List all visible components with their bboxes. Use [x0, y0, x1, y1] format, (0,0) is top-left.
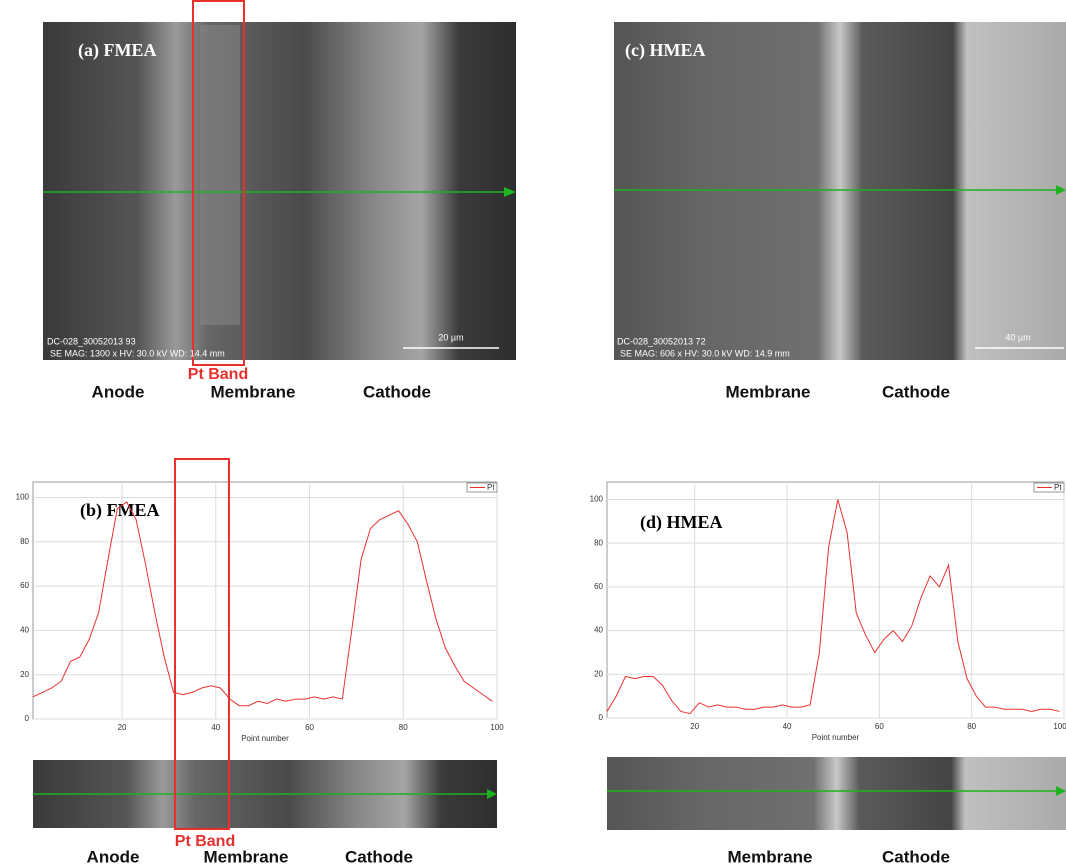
sem-feature — [200, 25, 240, 325]
panel-label: (a) FMEA — [78, 40, 156, 61]
y-tick-label: 0 — [25, 714, 30, 723]
region-label: Anode — [92, 382, 145, 401]
image-info: SE MAG: 1300 x HV: 30.0 kV WD: 14.4 mm — [50, 348, 225, 358]
x-tick-label: 100 — [1053, 722, 1066, 731]
y-tick-label: 20 — [20, 670, 29, 679]
x-tick-label: 80 — [967, 722, 976, 731]
region-label: Cathode — [345, 847, 413, 866]
y-tick-label: 20 — [594, 669, 603, 678]
sem-strip — [607, 757, 1066, 830]
y-tick-label: 40 — [20, 626, 29, 635]
region-label: Cathode — [882, 382, 950, 401]
region-label: Membrane — [210, 382, 295, 401]
x-tick-label: 60 — [305, 723, 314, 732]
x-tick-label: 40 — [211, 723, 220, 732]
y-tick-label: 60 — [20, 581, 29, 590]
x-tick-label: 20 — [118, 723, 127, 732]
x-tick-label: 80 — [399, 723, 408, 732]
figure: (a) FMEA DC-028_30052013 93 SE MAG: 1300… — [0, 0, 1066, 868]
image-info: DC-028_30052013 72 — [617, 336, 706, 346]
sem-image — [614, 22, 1066, 360]
x-tick-label: 20 — [690, 722, 699, 731]
band-label: Pt Band — [188, 366, 248, 383]
chart-title: (d) HMEA — [640, 512, 723, 533]
legend-label: Pt — [487, 483, 495, 492]
region-label: Membrane — [727, 847, 812, 866]
region-label: Anode — [87, 847, 140, 866]
y-tick-label: 80 — [594, 538, 603, 547]
sem-image — [43, 22, 516, 360]
panel-label: (c) HMEA — [625, 40, 705, 61]
x-tick-label: 40 — [783, 722, 792, 731]
y-tick-label: 100 — [16, 493, 30, 502]
region-label: Cathode — [363, 382, 431, 401]
y-tick-label: 0 — [599, 713, 604, 722]
region-label: Membrane — [725, 382, 810, 401]
region-label: Membrane — [203, 847, 288, 866]
x-axis-label: Point number — [812, 733, 860, 742]
x-tick-label: 60 — [875, 722, 884, 731]
y-tick-label: 100 — [590, 495, 604, 504]
y-tick-label: 80 — [20, 537, 29, 546]
scale-label: 20 µm — [438, 332, 463, 342]
legend-label: Pt — [1054, 483, 1062, 492]
y-tick-label: 60 — [594, 582, 603, 591]
image-info: DC-028_30052013 93 — [47, 336, 136, 346]
chart-title: (b) FMEA — [80, 500, 160, 521]
scale-label: 40 µm — [1005, 332, 1030, 342]
x-axis-label: Point number — [241, 734, 289, 743]
y-tick-label: 40 — [594, 626, 603, 635]
region-label: Cathode — [882, 847, 950, 866]
x-tick-label: 100 — [490, 723, 504, 732]
image-info: SE MAG: 606 x HV: 30.0 kV WD: 14.9 mm — [620, 348, 790, 358]
